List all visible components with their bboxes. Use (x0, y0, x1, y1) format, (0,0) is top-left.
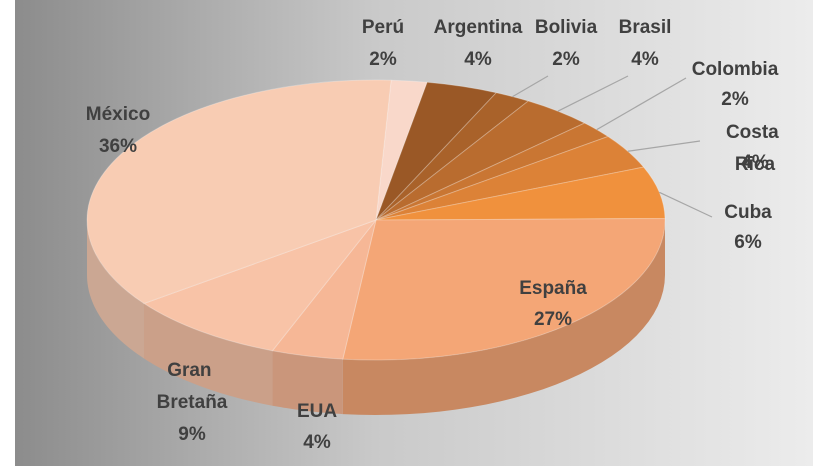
slice (375, 122, 610, 221)
label-line: Costa (726, 122, 784, 143)
slice (271, 219, 377, 360)
leader-line (512, 75, 549, 98)
slice-side (342, 220, 665, 415)
value-label: 2% (552, 49, 580, 70)
category-label: España (519, 278, 587, 299)
leader-line (557, 75, 629, 112)
category-label: Cuba (724, 202, 772, 223)
slice-side (87, 220, 144, 359)
label-line: Bretaña (157, 392, 228, 413)
value-label: 6% (734, 232, 762, 253)
leader-line (659, 191, 713, 218)
category-label: Costa Rica (726, 122, 784, 175)
label-line: Gran (167, 360, 217, 381)
value-label: 4% (464, 49, 492, 70)
slice (142, 218, 378, 352)
category-label: Perú (362, 17, 404, 38)
slice-side (272, 350, 343, 415)
category-label: EUA (297, 401, 337, 422)
category-label: México (86, 104, 150, 125)
slice (375, 135, 645, 221)
category-label: Argentina (434, 17, 523, 38)
slice (375, 79, 428, 221)
category-label: Brasil (619, 17, 672, 38)
slice (86, 79, 392, 305)
slice-side (143, 303, 273, 406)
value-label: 4% (631, 49, 659, 70)
category-label: Bolivia (535, 17, 598, 38)
value-label: 9% (178, 424, 206, 445)
value-label: 36% (99, 136, 137, 157)
category-label: Colombia (692, 59, 779, 80)
value-label: 2% (721, 89, 749, 110)
value-label: 4% (741, 152, 769, 173)
category-label: Gran Bretaña (157, 360, 228, 413)
leader-line (596, 77, 687, 131)
slice (375, 81, 498, 221)
value-label: 4% (303, 432, 331, 453)
label-line: Rica (735, 154, 776, 175)
leader-line (627, 140, 701, 152)
value-label: 27% (534, 309, 572, 330)
slice (342, 218, 666, 361)
value-label: 2% (369, 49, 397, 70)
slice (375, 92, 530, 221)
